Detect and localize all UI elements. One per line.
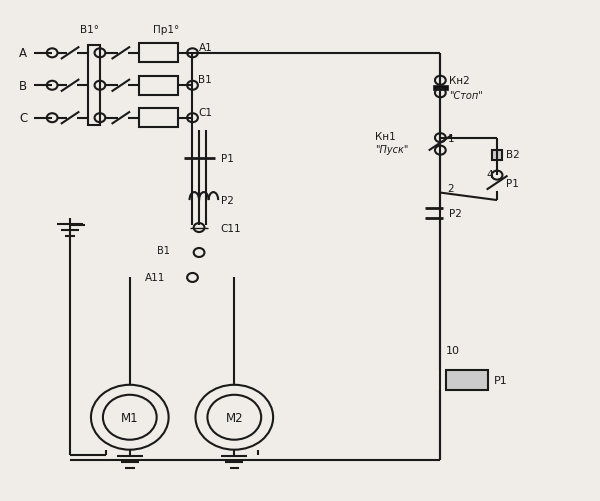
- Text: В2: В2: [506, 150, 520, 160]
- Bar: [139, 77, 178, 96]
- Text: 1: 1: [448, 133, 454, 143]
- Text: 10: 10: [446, 345, 460, 355]
- Text: A1: A1: [199, 43, 212, 53]
- Text: Р1: Р1: [221, 153, 233, 163]
- Text: C1: C1: [199, 108, 212, 117]
- Text: М2: М2: [226, 411, 243, 424]
- Text: 2: 2: [448, 183, 454, 193]
- Text: A11: A11: [145, 273, 165, 283]
- Bar: [446, 370, 488, 390]
- Bar: [433, 86, 448, 91]
- Text: Кн2: Кн2: [449, 76, 470, 86]
- Text: C: C: [19, 112, 28, 125]
- Text: B: B: [19, 80, 28, 93]
- Text: М1: М1: [121, 411, 139, 424]
- Text: A: A: [19, 47, 28, 60]
- Bar: [88, 46, 100, 126]
- Text: В1°: В1°: [80, 25, 99, 35]
- Text: Р1: Р1: [506, 178, 519, 188]
- Text: С11: С11: [221, 223, 241, 233]
- Text: "Пуск": "Пуск": [374, 145, 408, 155]
- Text: Р2: Р2: [221, 196, 233, 206]
- Text: Р1: Р1: [494, 375, 508, 385]
- Text: "Стоп": "Стоп": [449, 91, 483, 101]
- Text: B1: B1: [199, 75, 212, 85]
- Bar: [492, 151, 502, 161]
- Text: Пр1°: Пр1°: [152, 25, 179, 35]
- Bar: [139, 44, 178, 63]
- Bar: [139, 109, 178, 128]
- Text: Р2: Р2: [449, 208, 462, 218]
- Text: Кн1: Кн1: [374, 132, 395, 142]
- Text: В1: В1: [157, 245, 170, 256]
- Text: 4: 4: [487, 170, 493, 180]
